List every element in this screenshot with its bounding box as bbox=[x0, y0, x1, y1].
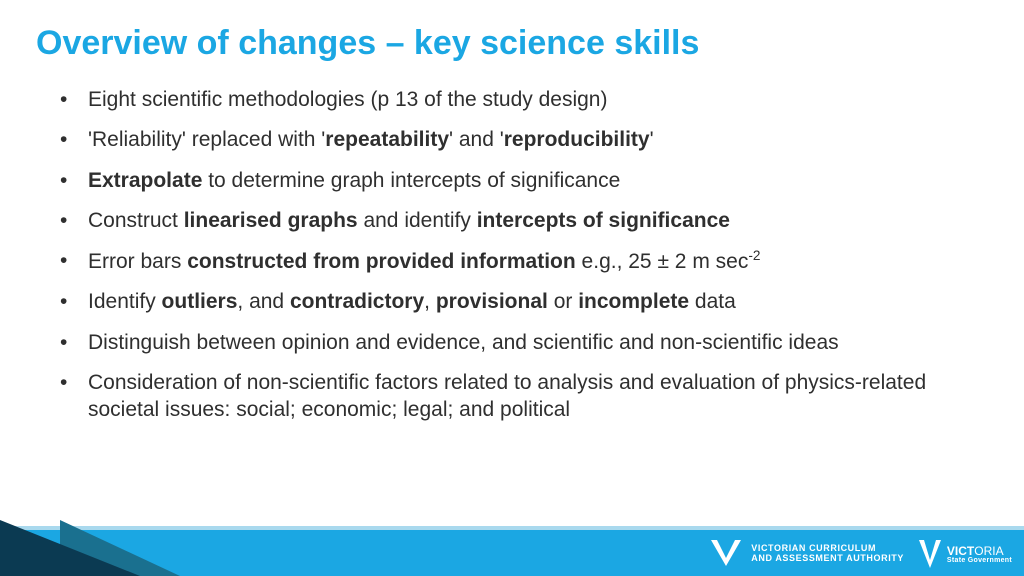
bullet-item: Construct linearised graphs and identify… bbox=[60, 207, 960, 234]
bullet-item: 'Reliability' replaced with 'repeatabili… bbox=[60, 126, 960, 153]
bullet-item: Distinguish between opinion and evidence… bbox=[60, 329, 960, 356]
vcaa-shield-icon bbox=[709, 538, 743, 568]
vcaa-line2: AND ASSESSMENT AUTHORITY bbox=[751, 553, 904, 563]
gov-vict: VICT bbox=[947, 544, 974, 558]
gov-shield-icon bbox=[917, 538, 943, 570]
footer-wedge-dark bbox=[0, 520, 140, 576]
bullet-item: Extrapolate to determine graph intercept… bbox=[60, 167, 960, 194]
vcaa-logo: VICTORIAN CURRICULUM AND ASSESSMENT AUTH… bbox=[709, 538, 904, 568]
bullet-item: Consideration of non-scientific factors … bbox=[60, 369, 960, 424]
slide: Overview of changes – key science skills… bbox=[0, 0, 1024, 576]
footer: VICTORIAN CURRICULUM AND ASSESSMENT AUTH… bbox=[0, 520, 1024, 576]
vcaa-text: VICTORIAN CURRICULUM AND ASSESSMENT AUTH… bbox=[751, 543, 904, 564]
bullet-item: Error bars constructed from provided inf… bbox=[60, 247, 960, 275]
gov-sub: State Government bbox=[947, 557, 1012, 564]
vcaa-line1: VICTORIAN CURRICULUM bbox=[751, 543, 904, 553]
bullet-list: Eight scientific methodologies (p 13 of … bbox=[60, 86, 960, 437]
gov-oria: ORIA bbox=[974, 544, 1003, 558]
slide-title: Overview of changes – key science skills bbox=[36, 24, 699, 63]
state-gov-logo: VICTORIA State Government bbox=[917, 538, 1012, 570]
bullet-item: Identify outliers, and contradictory, pr… bbox=[60, 288, 960, 315]
bullet-item: Eight scientific methodologies (p 13 of … bbox=[60, 86, 960, 113]
gov-label: VICTORIA State Government bbox=[947, 545, 1012, 564]
